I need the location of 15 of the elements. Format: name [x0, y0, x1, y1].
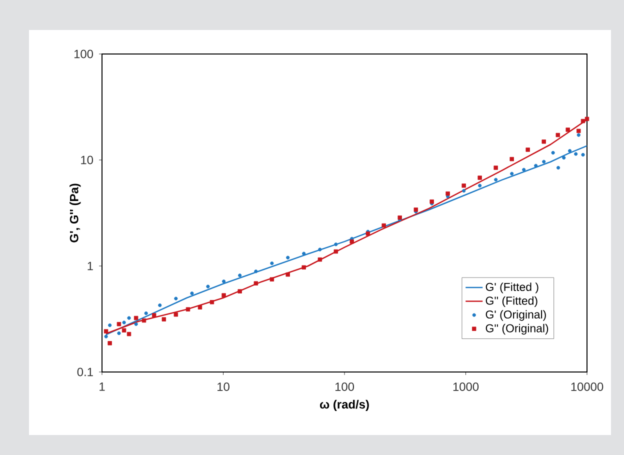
y-axis-title: G', G'' (Pa) [70, 184, 81, 242]
x-tick-label: 1000 [453, 382, 479, 391]
legend-label: G'' (Original) [486, 324, 548, 335]
y-tick-label: 1 [88, 262, 93, 270]
legend-label: G'' (Fitted) [486, 296, 538, 308]
x-tick-label: 10 [218, 382, 230, 391]
y-tick-label: 10 [81, 156, 94, 164]
legend-label: G' (Original) [486, 310, 546, 321]
legend-label: G' (Fitted ) [486, 282, 538, 294]
x-tick-label: 1 [100, 382, 105, 391]
x-axis-title: ω (rad/s) [320, 400, 369, 411]
x-tick-label: 100 [335, 382, 354, 391]
x-tick-label: 10000 [571, 382, 604, 391]
y-tick-label: 100 [74, 50, 94, 58]
y-tick-label: 0.1 [77, 368, 93, 376]
